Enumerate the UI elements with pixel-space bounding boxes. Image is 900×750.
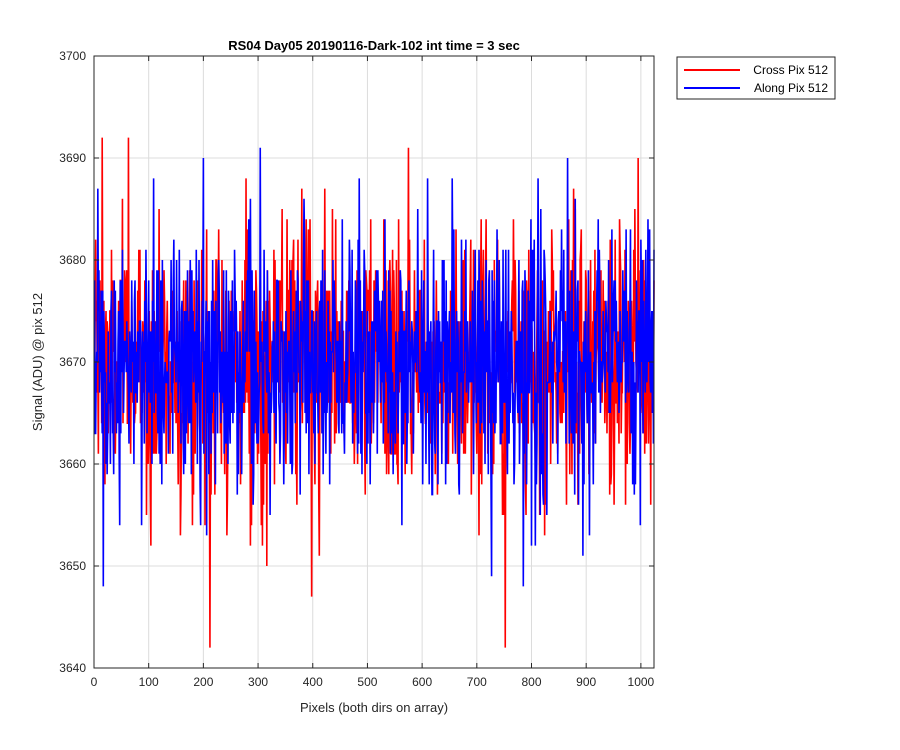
x-tick-label: 200 — [193, 675, 213, 689]
x-tick-label: 1000 — [628, 675, 655, 689]
legend-label-along: Along Pix 512 — [754, 81, 828, 95]
x-tick-label: 700 — [467, 675, 487, 689]
y-axis-title: Signal (ADU) @ pix 512 — [30, 293, 45, 431]
legend-label-cross: Cross Pix 512 — [753, 63, 828, 77]
y-tick-label: 3690 — [59, 151, 86, 165]
y-tick-label: 3660 — [59, 457, 86, 471]
y-tick-label: 3700 — [59, 49, 86, 63]
x-tick-label: 800 — [521, 675, 541, 689]
legend: Cross Pix 512 Along Pix 512 — [676, 56, 836, 100]
x-axis-title: Pixels (both dirs on array) — [300, 700, 448, 715]
x-tick-label: 900 — [576, 675, 596, 689]
series-line-along-pix-512 — [93, 147, 655, 587]
y-tick-label: 3640 — [59, 661, 86, 675]
series-layer — [93, 137, 655, 648]
x-tick-label: 0 — [91, 675, 98, 689]
y-tick-label: 3670 — [59, 355, 86, 369]
x-tick-label: 300 — [248, 675, 268, 689]
y-tick-label: 3680 — [59, 253, 86, 267]
y-tick-label: 3650 — [59, 559, 86, 573]
x-tick-label: 400 — [303, 675, 323, 689]
chart-title: RS04 Day05 20190116-Dark-102 int time = … — [228, 38, 520, 53]
legend-box — [676, 56, 836, 100]
x-tick-label: 600 — [412, 675, 432, 689]
x-tick-label: 100 — [139, 675, 159, 689]
tick-layer: 0 100 200 300 400 500 600 700 800 900 1000 3640 3650… — [59, 49, 654, 689]
x-tick-label: 500 — [357, 675, 377, 689]
